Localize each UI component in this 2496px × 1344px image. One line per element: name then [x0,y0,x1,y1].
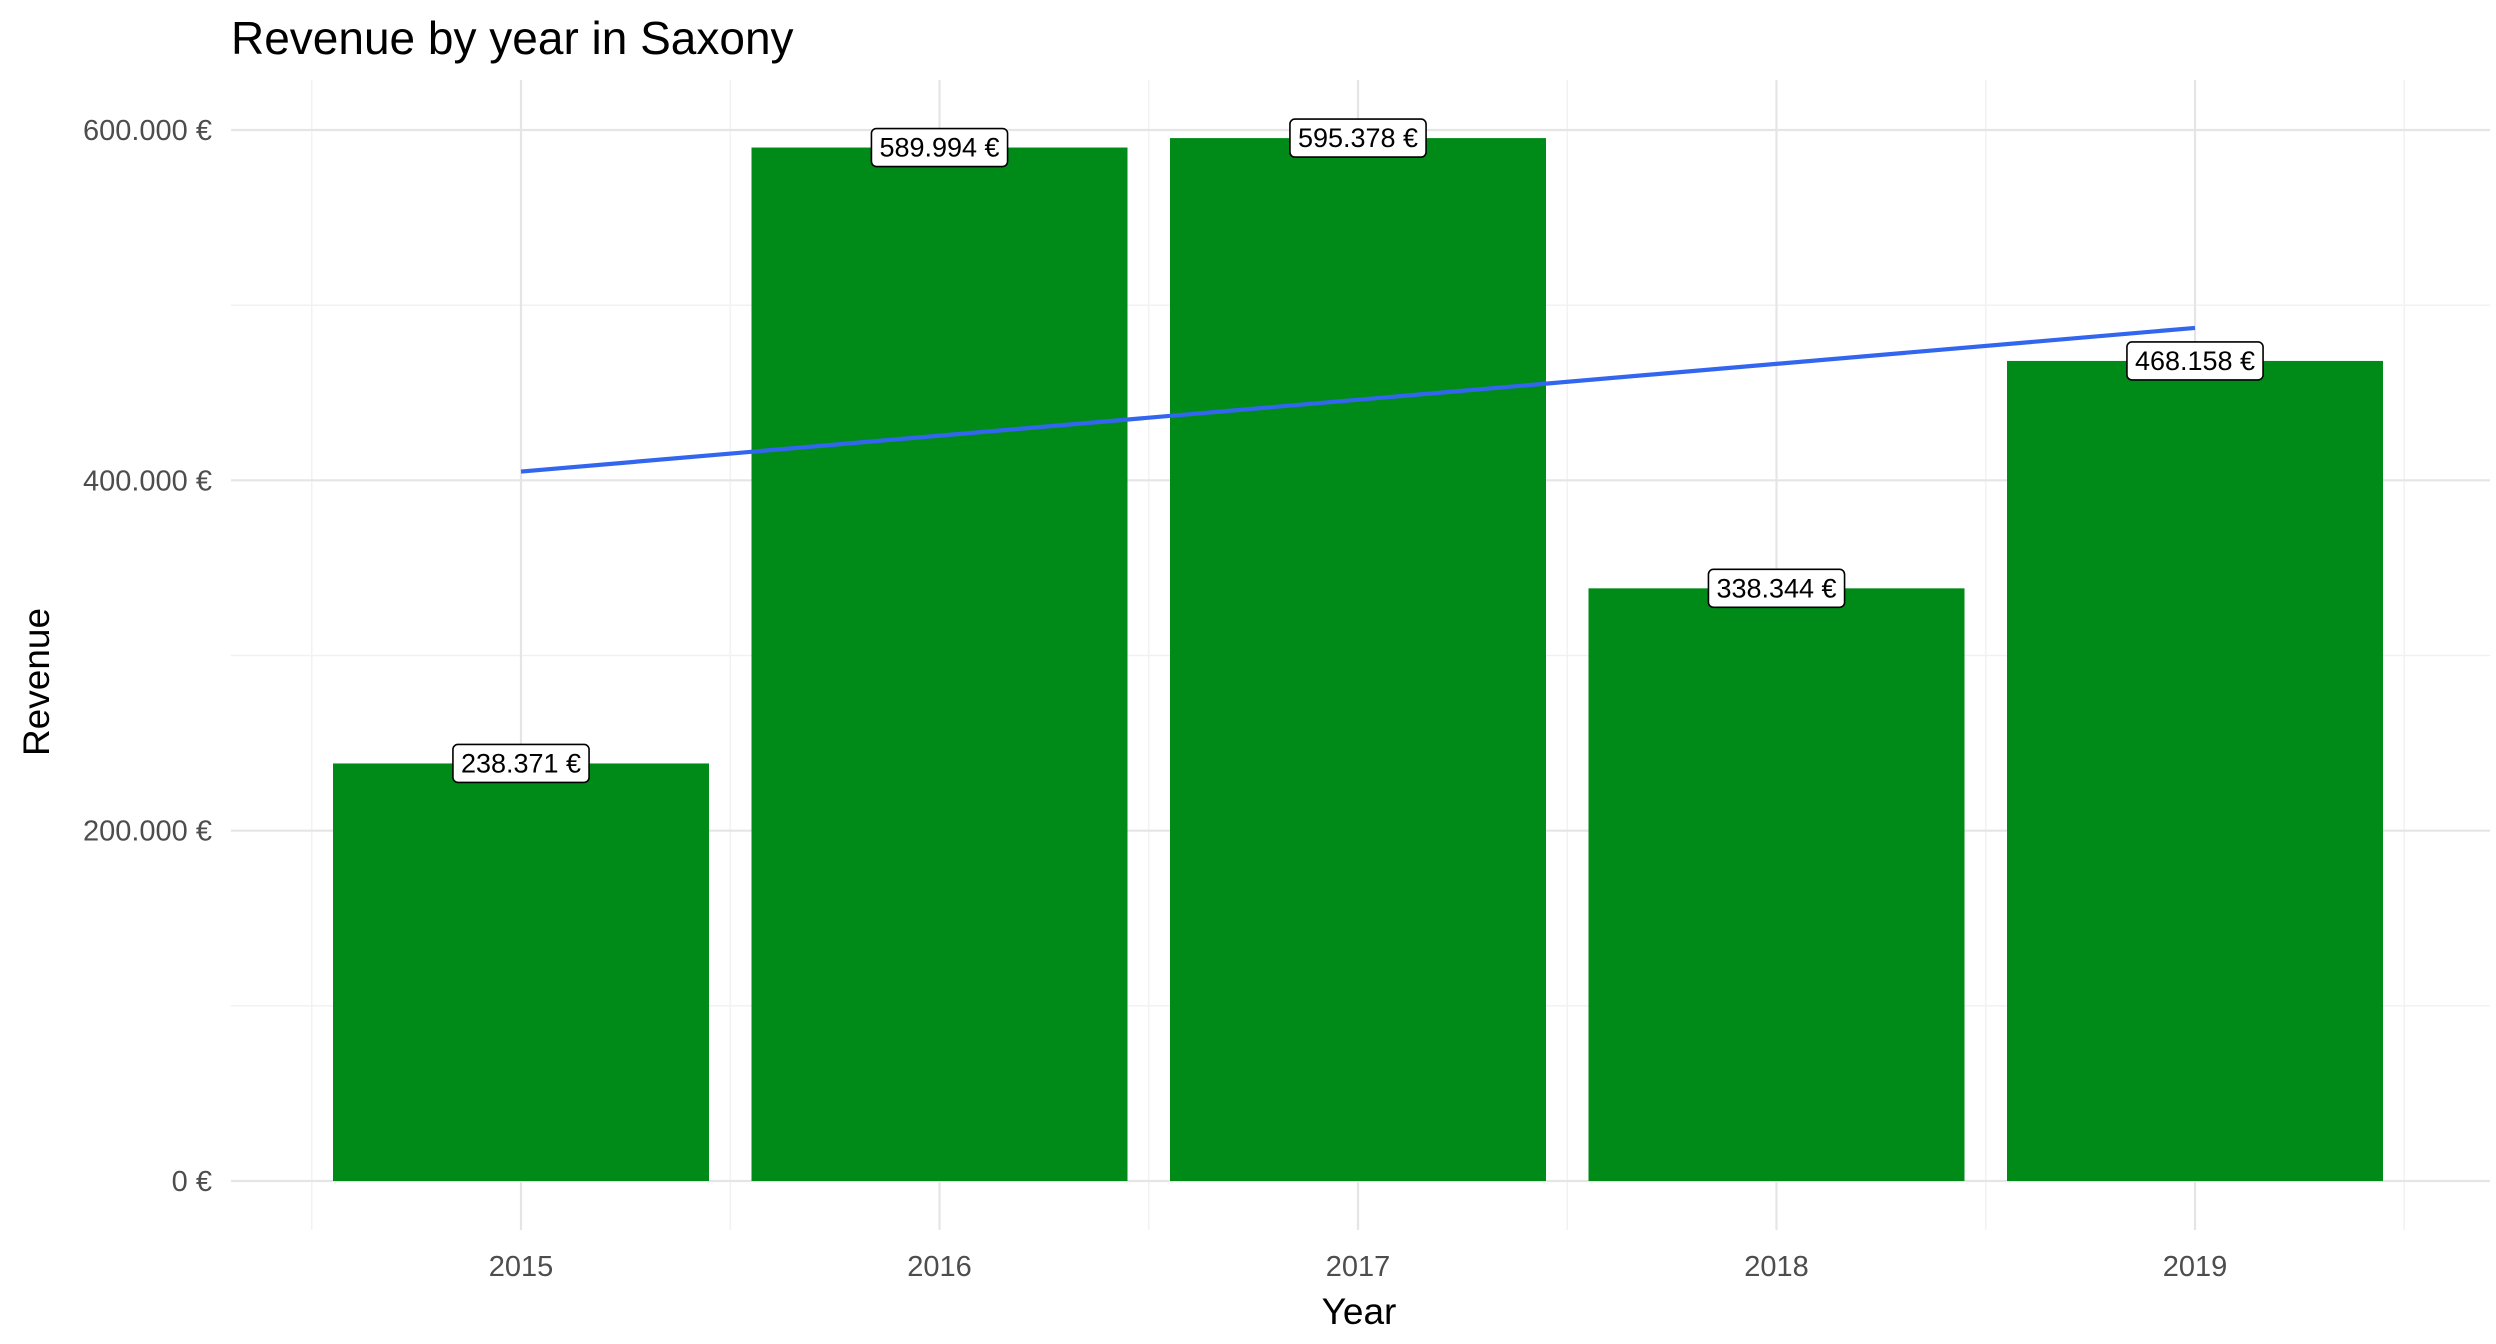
data-label-box [452,743,590,784]
data-label-text: 238.371 € [461,748,581,778]
bars-layer [333,138,2383,1182]
x-tick-label: 2019 [2163,1251,2228,1283]
data-label-2017: 595.378 € [1289,118,1427,158]
data-label-box [870,127,1009,168]
data-label-2016: 589.994 € [870,127,1009,168]
data-label-box [2126,341,2264,381]
y-tick-label: 200.000 € [83,816,212,848]
x-tick-label: 2018 [1744,1251,1809,1283]
x-axis-title: Year [1322,1291,1397,1332]
bar-2017 [1170,138,1546,1182]
bar-2015 [333,763,709,1181]
data-label-2018: 338.344 € [1707,568,1846,609]
trend-layer [520,325,2196,474]
data-label-text: 595.378 € [1298,123,1418,153]
x-tick-label: 2017 [1326,1251,1391,1283]
y-tick-label: 0 € [172,1166,212,1198]
trend-line [520,325,2196,474]
data-label-text: 338.344 € [1716,573,1836,603]
data-label-box [1289,118,1427,158]
axes-layer: 0 € 200.000 € 400.000 € 600.000 € 2015 2016 20… [83,115,2227,1283]
x-tick-label: 2015 [489,1251,554,1283]
data-label-2015: 238.371 € [452,743,590,784]
data-labels-layer: 238.371 € 589.994 € 595.378 € 338.344 € 468.… [452,118,2264,784]
y-tick-label: 600.000 € [83,115,212,147]
x-tick-label: 2016 [907,1251,972,1283]
data-label-2019: 468.158 € [2126,341,2264,381]
data-label-box [1707,568,1846,609]
data-label-text: 589.994 € [879,133,999,163]
data-label-text: 468.158 € [2135,346,2255,376]
bar-2019 [2007,360,2383,1181]
y-tick-label: 400.000 € [83,465,212,497]
y-axis-title: Revenue [16,608,57,756]
bar-2018 [1588,588,1965,1181]
chart-title: Revenue by year in Saxony [231,12,794,64]
bar-2016 [751,147,1128,1181]
